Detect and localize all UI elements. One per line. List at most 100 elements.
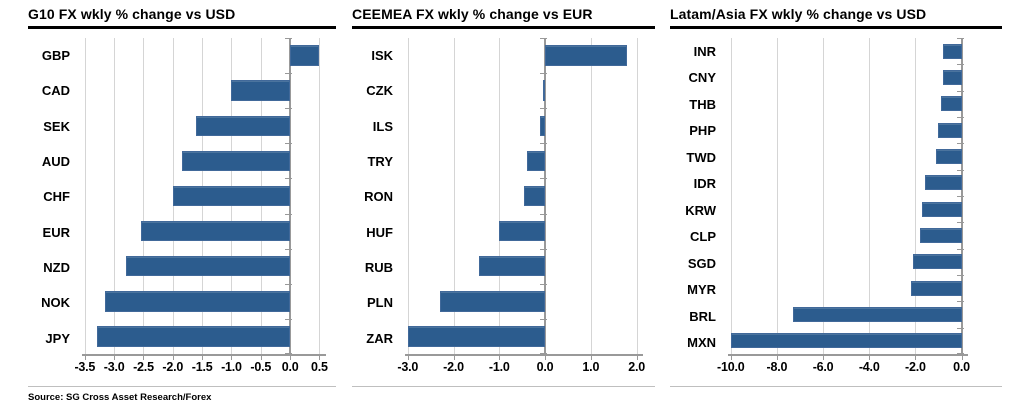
category-tick — [956, 143, 964, 145]
x-axis-tick-label: 0.0 — [281, 360, 299, 374]
grid-line — [407, 38, 409, 354]
x-axis-tick-label: -2.0 — [162, 360, 184, 374]
x-axis-tick — [114, 356, 116, 360]
x-axis-tick — [961, 356, 963, 360]
y-axis-label: IDR — [693, 176, 716, 192]
bar — [924, 175, 962, 191]
grid-line — [776, 38, 778, 354]
x-axis-tick — [869, 356, 871, 360]
grid-line — [636, 38, 638, 354]
category-tick — [956, 196, 964, 197]
y-axis-label: KRW — [685, 202, 716, 218]
x-axis-tick — [84, 356, 86, 360]
chart-panel-ceemea: CEEMEA FX wkly % change vs EUR ISK CZK ILS… — [352, 6, 655, 387]
grid-line — [84, 38, 86, 354]
bar — [526, 150, 546, 172]
x-axis-tick-label: 2.0 — [628, 360, 645, 374]
plot-area — [82, 38, 326, 356]
bar — [125, 256, 291, 277]
grid-line — [453, 38, 455, 354]
category-tick — [956, 169, 964, 171]
grid-line — [143, 38, 145, 354]
x-axis-tick-label: 1.0 — [582, 360, 600, 374]
y-axis-label: ISK — [371, 48, 393, 64]
category-tick — [956, 38, 964, 39]
x-axis-tick — [636, 356, 638, 360]
bar — [920, 227, 962, 244]
y-axis-label: TRY — [367, 154, 393, 170]
chart-title: G10 FX wkly % change vs USD — [28, 6, 336, 29]
category-tick — [285, 73, 293, 75]
y-axis-label: THB — [689, 96, 716, 112]
bar — [922, 201, 962, 217]
y-axis-label: MXN — [687, 335, 716, 351]
x-axis-tick-label: 0.0 — [953, 360, 970, 374]
chart-body: GBP CAD SEK AUD CHF EUR NZD NOK JPY — [28, 38, 336, 356]
grid-line — [730, 38, 732, 354]
source-note: Source: SG Cross Asset Research/Forex — [28, 392, 212, 403]
y-axis-label: ILS — [372, 118, 393, 134]
chart-body: ISK CZK ILS TRY RON HUF RUB PLN ZAR — [352, 38, 655, 356]
x-axis-tick-label: -0.5 — [250, 360, 272, 374]
bar — [910, 280, 962, 296]
y-axis: ISK CZK ILS TRY RON HUF RUB PLN ZAR — [352, 38, 405, 356]
category-tick — [540, 318, 548, 320]
bar — [231, 80, 291, 101]
bar — [140, 220, 291, 242]
x-axis-tick — [290, 356, 292, 360]
x-axis-tick — [730, 356, 732, 360]
category-tick — [285, 213, 293, 215]
x-axis-tick — [407, 356, 409, 360]
x-axis-tick — [823, 356, 825, 360]
x-axis-tick-label: -1.0 — [488, 360, 510, 374]
x-axis-tick — [776, 356, 778, 360]
y-axis-label: RUB — [364, 260, 393, 276]
bar — [407, 326, 546, 347]
y-axis-label: GBP — [41, 48, 70, 64]
bar — [793, 306, 962, 323]
x-axis: -3.5 -3.0 -2.5 -2.0 -1.5 -1.0 -0.5 0.0 0.5 — [74, 356, 328, 378]
y-axis-label: CAD — [41, 83, 70, 99]
category-tick — [956, 222, 964, 224]
y-axis-label: AUD — [41, 154, 70, 170]
category-tick — [956, 248, 964, 250]
chart-latam-asia: INR CNY THB PHP TWD IDR KRW CLP SGD MYR BRL MXN -10.… — [670, 38, 1002, 378]
x-axis-tick-label: -3.0 — [103, 360, 125, 374]
category-tick — [540, 283, 548, 285]
chart-panel-g10: G10 FX wkly % change vs USD GBP CAD SEK AUD… — [28, 6, 336, 387]
y-axis-label: TWD — [686, 149, 716, 165]
x-axis-tick-label: -8.0 — [766, 360, 788, 374]
charts-row: G10 FX wkly % change vs USD GBP CAD SEK AUD… — [28, 6, 1002, 387]
x-axis-tick-label: -4.0 — [858, 360, 880, 374]
x-axis-tick-label: -10.0 — [717, 360, 745, 374]
x-axis-tick — [545, 356, 547, 360]
chart-title: Latam/Asia FX wkly % change vs USD — [670, 6, 1002, 29]
chart-g10: GBP CAD SEK AUD CHF EUR NZD NOK JPY -3.5 -3.0 -2.5-… — [28, 38, 336, 378]
category-tick — [285, 318, 293, 320]
zero-axis-line — [544, 38, 547, 354]
grid-line — [915, 38, 917, 354]
bar — [439, 291, 546, 312]
x-axis-tick-label: -1.0 — [221, 360, 242, 374]
bar — [730, 333, 962, 349]
grid-line — [499, 38, 501, 354]
chart-ceemea: ISK CZK ILS TRY RON HUF RUB PLN ZAR -3.0 -2.0 -1.0 0… — [352, 38, 655, 378]
x-axis-tick — [590, 356, 592, 360]
y-axis-label: CZK — [366, 83, 393, 99]
grid-line — [590, 38, 592, 354]
bar — [524, 185, 546, 207]
y-axis-label: NOK — [41, 295, 70, 311]
bar — [545, 45, 628, 66]
x-axis-tick — [231, 356, 233, 360]
x-axis-tick-label: -6.0 — [812, 360, 834, 374]
y-axis: INR CNY THB PHP TWD IDR KRW CLP SGD MYR BRL MXN — [670, 38, 728, 356]
y-axis-label: EUR — [42, 224, 70, 240]
x-axis-tick — [143, 356, 145, 360]
y-axis-label: HUF — [366, 224, 393, 240]
y-axis-label: SEK — [43, 118, 70, 134]
category-tick — [540, 178, 548, 180]
chart-title: CEEMEA FX wkly % change vs EUR — [352, 6, 655, 29]
category-tick — [540, 213, 548, 215]
y-axis-label: RON — [364, 189, 393, 205]
